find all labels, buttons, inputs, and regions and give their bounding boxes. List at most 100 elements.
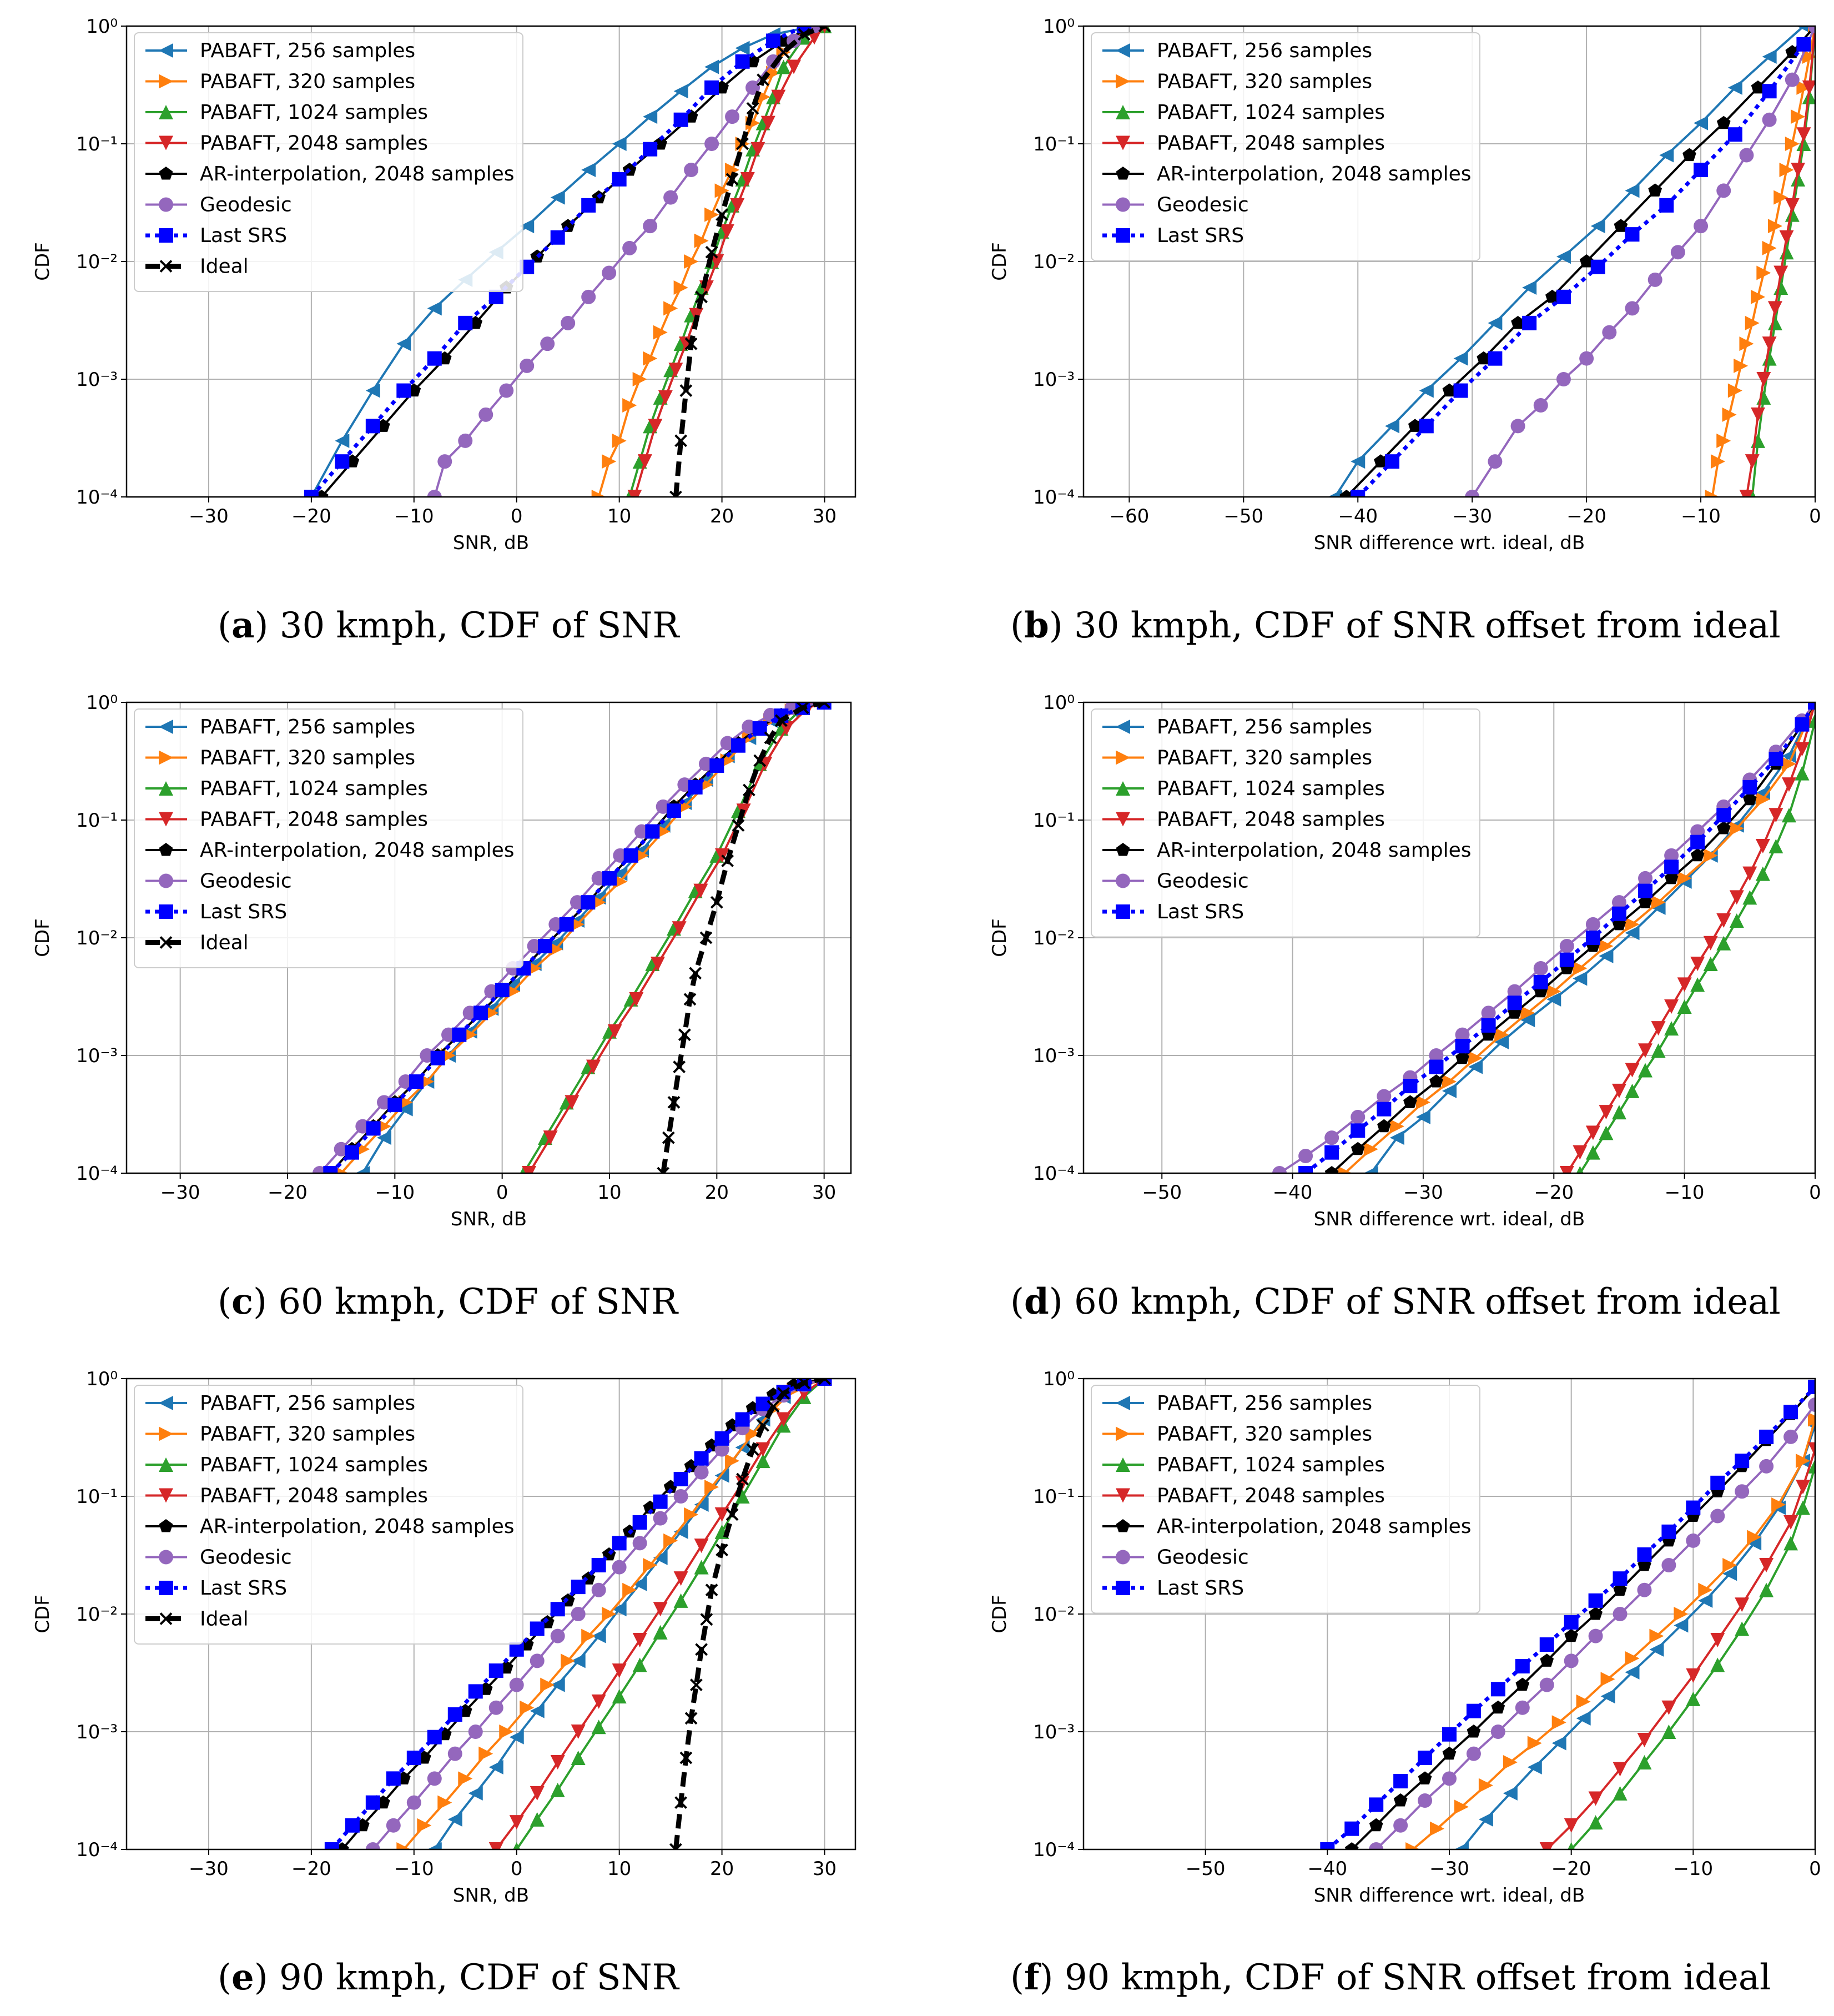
axes-frame <box>125 25 856 498</box>
data-point-PABAFT1024 <box>1785 207 1800 222</box>
data-point-LastSRS <box>530 1621 545 1636</box>
data-point-Geodesic <box>1588 1628 1603 1643</box>
legend-box <box>1091 708 1480 938</box>
data-point-Geodesic <box>488 1700 503 1715</box>
data-point-PABAFT320 <box>1802 49 1815 64</box>
x-tick-label: −40 <box>1338 505 1378 527</box>
data-point-Geodesic <box>1638 871 1653 886</box>
series-line-LastSRS <box>310 26 805 497</box>
caption-letter: e <box>231 1957 254 1998</box>
data-point-Ideal <box>725 1508 739 1521</box>
data-point-LastSRS <box>632 1515 647 1530</box>
data-point-PABAFT320 <box>1674 1607 1689 1621</box>
legend-label: AR-interpolation, 2048 samples <box>200 1515 515 1538</box>
data-point-PABAFT1024 <box>1690 977 1705 992</box>
data-point-PABAFT256 <box>1600 1689 1615 1704</box>
data-point-PABAFT2048 <box>714 1507 729 1522</box>
caption-text: 60 kmph, CDF of SNR offset from ideal <box>1063 1281 1781 1323</box>
chart-panel-b: −60 −50 −40 −30 −20 −10 0 10⁻⁴ 10⁻³ 10⁻² 10⁻¹ 10⁰ SN… <box>989 16 1821 646</box>
x-tick-label: 0 <box>511 505 523 527</box>
data-point-PABAFT256 <box>1722 1566 1737 1581</box>
data-point-Ideal <box>757 1419 769 1432</box>
data-point-PABAFT1024 <box>1637 1755 1652 1770</box>
data-point-PABAFT320 <box>478 1746 493 1761</box>
data-point-PABAFT2048 <box>1638 1043 1653 1058</box>
caption-text: 30 kmph, CDF of SNR <box>268 605 680 646</box>
series-line-PABAFT1024 <box>516 1379 825 1849</box>
data-point-LastSRS <box>365 419 380 434</box>
data-point-PABAFT256 <box>365 383 380 398</box>
data-point-LastSRS <box>1664 859 1679 874</box>
data-point-PABAFT1024 <box>1599 1125 1614 1140</box>
data-point-Ideal <box>674 1796 688 1809</box>
data-point-AR <box>1638 895 1652 908</box>
series-group <box>1320 1379 1815 1849</box>
data-point-LastSRS <box>766 33 781 48</box>
data-point-PABAFT320 <box>1722 1558 1737 1573</box>
data-point-Ideal <box>669 490 682 497</box>
data-point-Geodesic <box>530 1653 545 1668</box>
data-point-AR <box>1690 848 1705 862</box>
data-point-Geodesic <box>1694 219 1709 234</box>
data-point-LastSRS <box>1377 1102 1392 1117</box>
data-point-Geodesic <box>663 190 678 205</box>
data-point-LastSRS <box>1613 1571 1628 1586</box>
data-point-Geodesic <box>714 1442 729 1457</box>
data-point-PABAFT256 <box>396 336 411 351</box>
data-point-Geodesic <box>1429 1048 1444 1063</box>
data-point-LastSRS <box>673 112 688 127</box>
legend-label: AR-interpolation, 2048 samples <box>1157 839 1472 862</box>
data-point-PABAFT2048 <box>1686 1668 1701 1683</box>
series-group <box>1272 702 1815 1173</box>
data-point-PABAFT320 <box>1625 917 1640 932</box>
legend-label: PABAFT, 320 samples <box>1157 747 1372 770</box>
legend-label: PABAFT, 1024 samples <box>1157 101 1385 124</box>
data-point-PABAFT2048 <box>607 1024 622 1039</box>
data-point-PABAFT2048 <box>627 490 642 497</box>
caption-letter: c <box>231 1281 253 1323</box>
data-point-PABAFT320 <box>1600 1672 1615 1687</box>
y-tick-label: 10⁻¹ <box>76 810 118 832</box>
y-tick-label: 10⁻³ <box>1033 1045 1075 1067</box>
legend-marker-PABAFT1024 <box>159 105 173 119</box>
data-point-Geodesic <box>1710 1509 1725 1524</box>
data-point-LastSRS <box>1324 1145 1339 1160</box>
data-point-LastSRS <box>1455 1039 1470 1054</box>
data-point-PABAFT2048 <box>1559 1166 1574 1173</box>
y-tick-label: 10⁻² <box>76 927 118 949</box>
caption-text: 30 kmph, CDF of SNR offset from ideal <box>1063 605 1781 646</box>
data-point-Geodesic <box>406 1795 421 1810</box>
data-point-PABAFT2048 <box>586 1059 601 1074</box>
x-tick-label: −50 <box>1223 505 1263 527</box>
data-point-LastSRS <box>735 54 750 69</box>
data-point-LastSRS <box>1783 1405 1798 1420</box>
data-point-LastSRS <box>1442 1727 1457 1742</box>
legend-marker-PABAFT1024 <box>1116 105 1130 119</box>
legend-label: PABAFT, 320 samples <box>1157 1423 1372 1446</box>
data-point-Geodesic <box>653 1511 668 1526</box>
data-point-AR <box>1540 1653 1554 1667</box>
data-point-PABAFT2048 <box>668 363 683 378</box>
legend-label: PABAFT, 1024 samples <box>200 101 428 124</box>
data-point-LastSRS <box>427 351 442 366</box>
data-point-PABAFT2048 <box>771 89 786 104</box>
data-point-PABAFT320 <box>1716 433 1731 448</box>
data-point-Geodesic <box>458 433 473 448</box>
data-point-LastSRS <box>1590 259 1605 274</box>
y-tick-label: 10⁻² <box>1033 927 1075 949</box>
data-point-Ideal <box>798 28 810 41</box>
x-tick-label: −10 <box>394 505 434 527</box>
data-point-LastSRS <box>645 824 660 839</box>
data-point-LastSRS <box>581 198 596 213</box>
data-point-Geodesic <box>1602 325 1617 340</box>
data-point-PABAFT320 <box>1722 407 1737 422</box>
data-point-LastSRS <box>488 1663 503 1678</box>
x-tick-label: 0 <box>1809 1182 1821 1204</box>
data-point-PABAFT256 <box>1659 148 1674 163</box>
data-point-Ideal <box>764 731 777 745</box>
data-point-PABAFT320 <box>1625 1651 1640 1666</box>
x-tick-label: −20 <box>291 1858 331 1880</box>
x-tick-label: −10 <box>375 1182 415 1204</box>
data-point-Ideal <box>732 819 745 832</box>
x-axis-label: SNR difference wrt. ideal, dB <box>1314 532 1585 554</box>
